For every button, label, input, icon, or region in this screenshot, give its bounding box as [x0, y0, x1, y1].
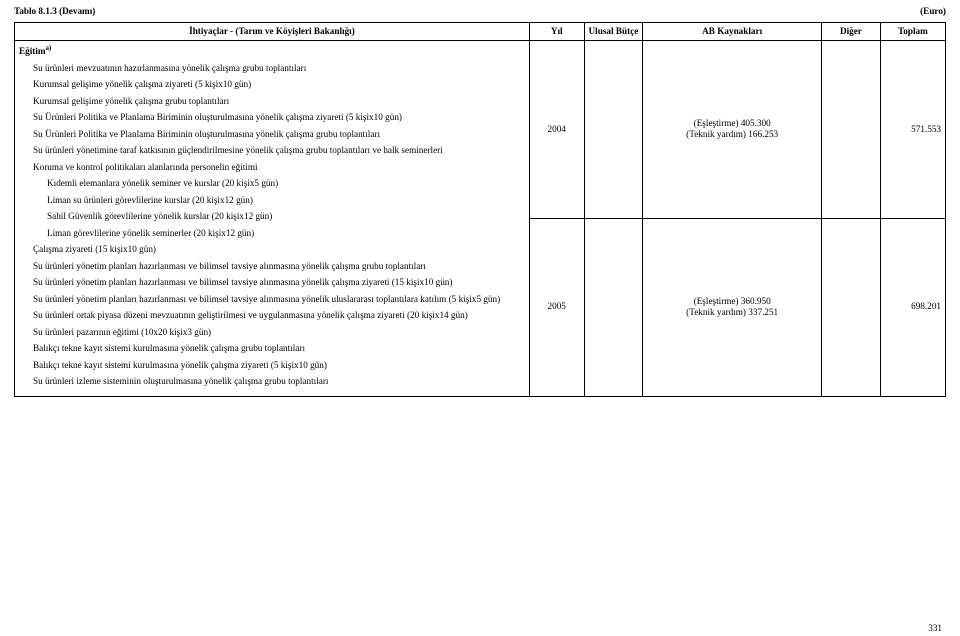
cell-other: [821, 218, 880, 396]
list-item: Su Ürünleri Politika ve Planlama Birimin…: [19, 129, 525, 141]
col-header-toplam: Toplam: [880, 22, 945, 41]
list-item: Su ürünleri mevzuatının hazırlanmasına y…: [19, 63, 525, 75]
cell-ab: (Eşleştirme) 405.300 (Teknik yardım) 166…: [643, 41, 822, 219]
cell-year: 2005: [529, 218, 584, 396]
list-item: Koruma ve kontrol politikaları alanların…: [19, 162, 525, 174]
list-item: Sahil Güvenlik görevlilerine yönelik kur…: [19, 211, 525, 223]
list-item: Su ürünleri pazarının eğitimi (10x20 kiş…: [19, 327, 525, 339]
ab-line: (Eşleştirme) 360.950: [647, 296, 817, 308]
page-number: 331: [928, 623, 942, 635]
ab-line: (Teknik yardım) 337.251: [647, 307, 817, 319]
description-cell: Eğitima) Su ürünleri mevzuatının hazırla…: [15, 41, 530, 397]
cell-year: 2004: [529, 41, 584, 219]
ab-line: (Eşleştirme) 405.300: [647, 118, 817, 130]
cell-ab: (Eşleştirme) 360.950 (Teknik yardım) 337…: [643, 218, 822, 396]
list-item: Su ürünleri ortak piyasa düzeni mevzuatı…: [19, 310, 525, 322]
col-header-ab: AB Kaynakları: [643, 22, 822, 41]
table-header-row: İhtiyaçlar - (Tarım ve Köyişleri Bakanlı…: [15, 22, 946, 41]
list-item: Kıdemli elemanlara yönelik seminer ve ku…: [19, 178, 525, 190]
table-caption: Tablo 8.1.3 (Devamı): [14, 6, 95, 18]
list-item: Kurumsal gelişime yönelik çalışma ziyare…: [19, 79, 525, 91]
section-title-sup: a): [46, 44, 52, 52]
list-item: Su ürünleri yönetim planları hazırlanmas…: [19, 294, 525, 306]
cell-total: 698.201: [880, 218, 945, 396]
cell-other: [821, 41, 880, 219]
section-title: Eğitim: [19, 46, 46, 56]
list-item: Su Ürünleri Politika ve Planlama Birimin…: [19, 112, 525, 124]
list-item: Su ürünleri yönetimine taraf katkısının …: [19, 145, 525, 157]
col-header-desc: İhtiyaçlar - (Tarım ve Köyişleri Bakanlı…: [15, 22, 530, 41]
ab-line: (Teknik yardım) 166.253: [647, 129, 817, 141]
list-item: Su ürünleri yönetim planları hazırlanmas…: [19, 277, 525, 289]
cell-total: 571.553: [880, 41, 945, 219]
col-header-yil: Yıl: [529, 22, 584, 41]
col-header-butce: Ulusal Bütçe: [584, 22, 643, 41]
list-item: Su ürünleri yönetim planları hazırlanmas…: [19, 261, 525, 273]
list-item: Liman görevlilerine yönelik seminerler (…: [19, 228, 525, 240]
col-header-diger: Diğer: [821, 22, 880, 41]
currency-label: (Euro): [920, 6, 946, 18]
list-item: Çalışma ziyareti (15 kişix10 gün): [19, 244, 525, 256]
list-item: Su ürünleri izleme sisteminin oluşturulm…: [19, 376, 525, 388]
cell-budget: [584, 218, 643, 396]
table-row: Eğitima) Su ürünleri mevzuatının hazırla…: [15, 41, 946, 219]
needs-table: İhtiyaçlar - (Tarım ve Köyişleri Bakanlı…: [14, 22, 946, 397]
cell-budget: [584, 41, 643, 219]
list-item: Balıkçı tekne kayıt sistemi kurulmasına …: [19, 360, 525, 372]
list-item: Balıkçı tekne kayıt sistemi kurulmasına …: [19, 343, 525, 355]
list-item: Liman su ürünleri görevlilerine kurslar …: [19, 195, 525, 207]
list-item: Kurumsal gelişime yönelik çalışma grubu …: [19, 96, 525, 108]
